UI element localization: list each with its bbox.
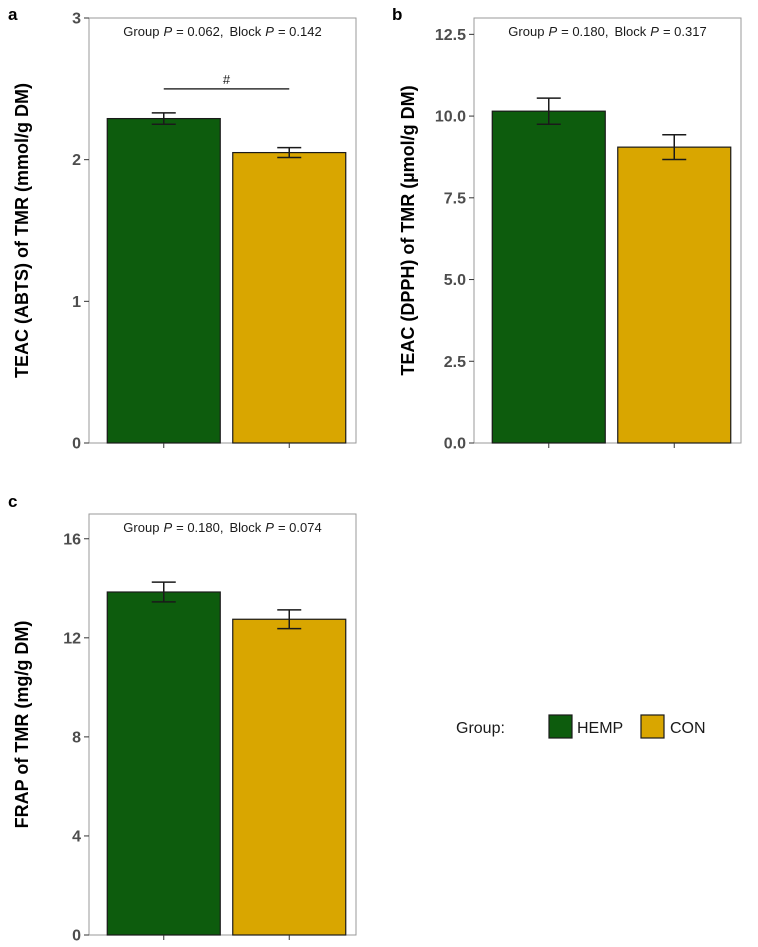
legend-label-hemp: HEMP (577, 720, 623, 737)
legend-swatch-con (640, 714, 665, 739)
y-tick-label: 1 (72, 294, 81, 311)
error-bar (662, 133, 687, 161)
legend-swatch-hemp (548, 714, 573, 739)
panel-letter: b (392, 5, 402, 24)
stat-block-prefix: Block (614, 24, 646, 39)
bar-con (617, 146, 732, 444)
bar-hemp (491, 110, 606, 444)
stat-block-p: = 0.074 (278, 520, 322, 535)
p-symbol: P (163, 24, 172, 39)
p-symbol: P (163, 520, 172, 535)
stat-group-prefix: Group (123, 24, 159, 39)
p-symbol: P (650, 24, 659, 39)
y-tick-label: 12 (63, 630, 81, 647)
p-symbol: P (265, 520, 274, 535)
y-axis-label: TEAC (ABTS) of TMR (mmol/g DM) (12, 83, 32, 378)
y-tick-label: 16 (63, 531, 81, 548)
stat-block-p: = 0.317 (663, 24, 707, 39)
y-tick-label: 0 (72, 436, 81, 453)
panel-c: c 0 4 8 12 16 FRAP of TMR (mg/g DM) Group P = 0.1… (8, 492, 357, 945)
stat-group-p: = 0.180, (561, 24, 608, 39)
y-tick-label: 7.5 (444, 190, 466, 207)
stat-group-p: = 0.062, (176, 24, 223, 39)
stat-group-prefix: Group (123, 520, 159, 535)
p-symbol: P (265, 24, 274, 39)
stat-block-p: = 0.142 (278, 24, 322, 39)
stat-block-prefix: Block (229, 520, 261, 535)
panel-letter: c (8, 492, 17, 511)
y-axis-label: FRAP of TMR (mg/g DM) (12, 621, 32, 829)
error-bar (277, 609, 302, 630)
p-symbol: P (548, 24, 557, 39)
bar-hemp (106, 117, 221, 444)
panel-b: b 0.0 2.5 5.0 7.5 10.0 12.5 TEAC (DPPH) of TMR … (392, 5, 742, 453)
y-tick-label: 0 (72, 928, 81, 945)
stats-annotation: Group P = 0.180, Block P = 0.317 (508, 24, 706, 39)
error-bar (277, 146, 302, 159)
stat-block-prefix: Block (229, 24, 261, 39)
stats-annotation: Group P = 0.180, Block P = 0.074 (123, 520, 321, 535)
bar-hemp (106, 591, 221, 936)
legend-label-con: CON (670, 720, 706, 737)
y-axis-label: TEAC (DPPH) of TMR (µmol/g DM) (398, 85, 418, 375)
y-tick-label: 2 (72, 152, 81, 169)
significance-symbol: # (223, 72, 231, 87)
y-tick-label: 2.5 (444, 354, 466, 371)
stat-group-prefix: Group (508, 24, 544, 39)
error-bar (536, 97, 561, 125)
y-tick-label: 12.5 (435, 27, 466, 44)
legend: Group: HEMP CON (456, 714, 706, 739)
y-tick-label: 8 (72, 729, 81, 746)
y-tick-label: 3 (72, 11, 81, 28)
stat-group-p: = 0.180, (176, 520, 223, 535)
legend-title: Group: (456, 720, 505, 737)
y-tick-label: 4 (72, 828, 81, 845)
y-tick-label: 0.0 (444, 436, 466, 453)
y-tick-label: 5.0 (444, 272, 466, 289)
error-bar (151, 112, 176, 125)
bar-con (232, 618, 347, 936)
stats-annotation: Group P = 0.062, Block P = 0.142 (123, 24, 321, 39)
bar-con (232, 151, 347, 444)
panel-a: a 0 1 2 3 TEAC (ABTS) of TMR (mmol/g DM) Group… (8, 5, 357, 453)
error-bar (151, 581, 176, 603)
panel-letter: a (8, 5, 18, 24)
y-tick-label: 10.0 (435, 109, 466, 126)
